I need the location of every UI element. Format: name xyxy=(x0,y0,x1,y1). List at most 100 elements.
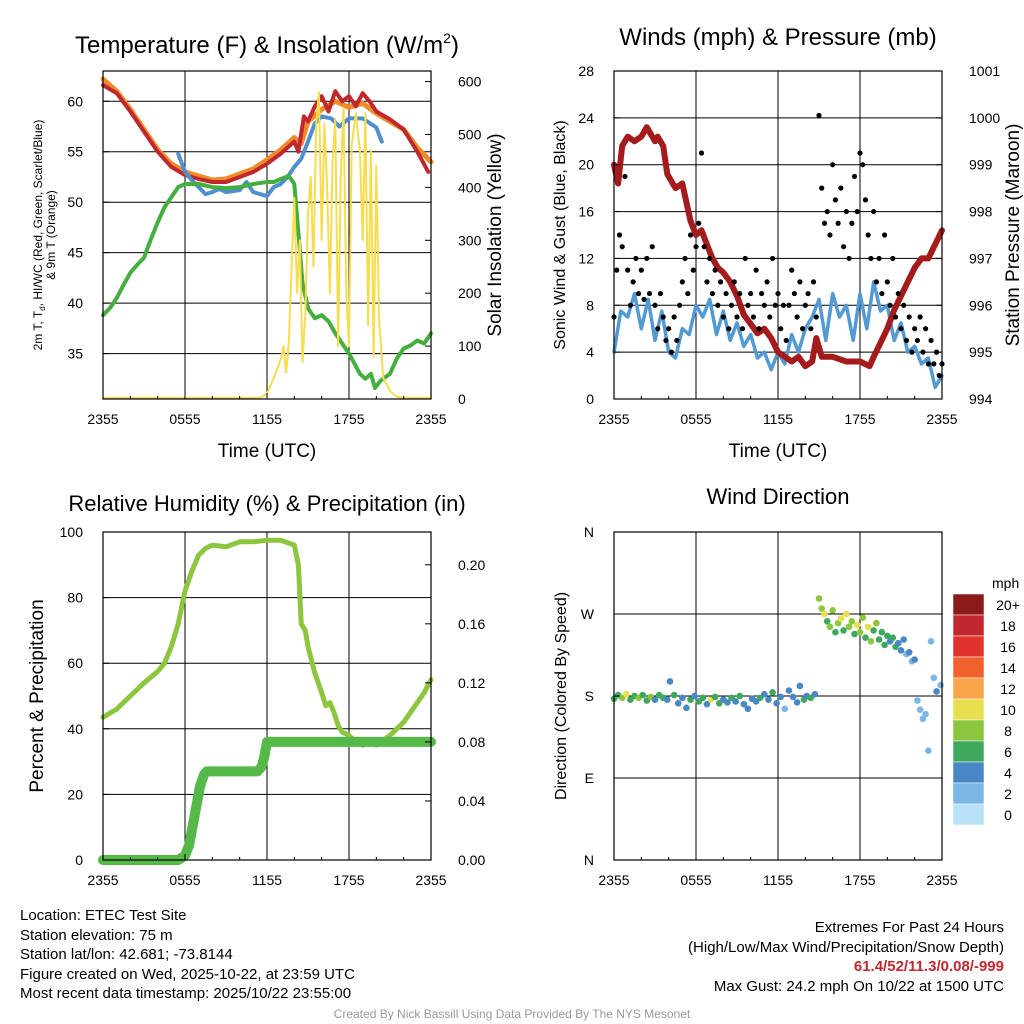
y-tick-label: 80 xyxy=(67,590,83,606)
x-tick-label: 1755 xyxy=(844,872,875,888)
pressure-line xyxy=(611,124,945,370)
winds-series xyxy=(611,112,945,390)
gust-point xyxy=(797,279,803,285)
y-tick-label: 45 xyxy=(67,245,83,261)
gust-point xyxy=(709,290,716,297)
legend-label: 6 xyxy=(1004,744,1012,760)
direction-point xyxy=(821,610,828,618)
y2-tick-label: 400 xyxy=(458,179,482,195)
gust-point xyxy=(816,112,822,119)
station-latlon: Station lat/lon: 42.681; -73.8144 xyxy=(20,946,233,963)
direction-point xyxy=(744,705,752,713)
direction-point xyxy=(864,623,872,631)
temperature-xlabel: Time (UTC) xyxy=(218,441,317,462)
y-tick-label: 55 xyxy=(67,144,83,160)
legend-label: 18 xyxy=(1000,618,1016,634)
gust-point xyxy=(789,267,795,273)
y2-tick-label: 999 xyxy=(969,157,993,173)
dewpoint-line xyxy=(101,174,433,390)
gust-point xyxy=(636,290,642,297)
y-tick-label: 8 xyxy=(586,297,594,313)
direction-point xyxy=(853,621,861,629)
x-tick-label: 2355 xyxy=(598,872,629,888)
gust-point xyxy=(882,232,888,238)
direction-point xyxy=(840,627,847,634)
direction-point xyxy=(905,648,913,656)
direction-point xyxy=(765,696,772,703)
gust-point xyxy=(819,185,825,191)
legend-swatch xyxy=(952,740,985,763)
gust-point xyxy=(655,326,661,332)
legend-swatch xyxy=(952,656,985,679)
legend-label: 4 xyxy=(1004,765,1012,781)
y-tick-label: 35 xyxy=(67,346,83,362)
y2-tick-label: 996 xyxy=(969,297,993,313)
gust-point xyxy=(920,349,926,355)
gust-point xyxy=(884,279,890,285)
x-tick-label: 2355 xyxy=(926,411,957,427)
gust-point xyxy=(800,326,806,332)
direction-point xyxy=(796,682,804,690)
station-elevation: Station elevation: 75 m xyxy=(20,926,173,944)
legend-swatch xyxy=(952,698,985,721)
gust-point xyxy=(901,302,907,308)
gust-point xyxy=(761,302,767,308)
extremes-heading: Extremes For Past 24 Hours xyxy=(814,919,1004,936)
temperature-series xyxy=(100,76,434,399)
gust-point xyxy=(693,244,699,250)
gust-point xyxy=(906,314,912,320)
winds-ylabel: Sonic Wind & Gust (Blue, Black) xyxy=(552,120,569,349)
gust-point xyxy=(627,302,634,308)
y-tick-label: S xyxy=(585,688,594,704)
gust-point xyxy=(739,326,746,332)
gust-point xyxy=(685,290,691,297)
y2-tick-label: 200 xyxy=(458,285,482,301)
direction-point xyxy=(927,638,935,645)
direction-point xyxy=(623,690,630,698)
gust-point xyxy=(772,302,778,308)
precipitation-line xyxy=(98,736,436,865)
y-tick-label: 12 xyxy=(578,250,594,266)
gust-point xyxy=(679,279,685,285)
y2-tick-label: 0.08 xyxy=(458,734,485,750)
temperature-panel: Temperature (F) & Insolation (W/m2) 2355… xyxy=(31,30,506,462)
legend-label: 0 xyxy=(1004,807,1012,823)
direction-point xyxy=(878,628,886,636)
gust-point xyxy=(767,314,773,320)
gust-point xyxy=(805,290,811,297)
direction-point xyxy=(651,696,659,703)
gust-point xyxy=(668,349,675,355)
gust-point xyxy=(701,244,707,250)
direction-point xyxy=(769,689,776,696)
station-location: Location: ETEC Test Site xyxy=(20,907,187,924)
x-tick-label: 2355 xyxy=(598,411,629,427)
direction-point xyxy=(815,595,823,602)
gust-point xyxy=(849,220,855,226)
direction-point xyxy=(732,698,739,705)
direction-point xyxy=(711,693,719,701)
y-tick-label: 60 xyxy=(67,93,83,109)
direction-point xyxy=(862,634,869,641)
temperature-ylabel-line2: & 9m T (Orange) xyxy=(44,190,58,280)
legend-label: 16 xyxy=(1000,639,1016,655)
y-tick-label: 4 xyxy=(586,344,594,360)
direction-point xyxy=(670,691,678,699)
direction-point xyxy=(845,623,853,631)
direction-point xyxy=(674,699,682,707)
gust-point xyxy=(753,267,759,273)
direction-point xyxy=(826,623,834,631)
direction-point xyxy=(699,694,707,702)
direction-point xyxy=(823,617,831,625)
legend-swatch xyxy=(952,719,985,742)
y2-tick-label: 0.00 xyxy=(458,852,485,868)
humidity-panel: Relative Humidity (%) & Precipitation (i… xyxy=(27,491,485,888)
gust-point xyxy=(638,267,644,273)
gust-point xyxy=(928,337,934,344)
gust-point xyxy=(778,326,784,332)
x-tick-label: 1155 xyxy=(763,411,793,427)
gust-point xyxy=(622,173,628,180)
direction-panel: Wind Direction 2355 0555 1155 1755 2355NESWN… xyxy=(553,484,1020,888)
gust-point xyxy=(726,326,732,332)
